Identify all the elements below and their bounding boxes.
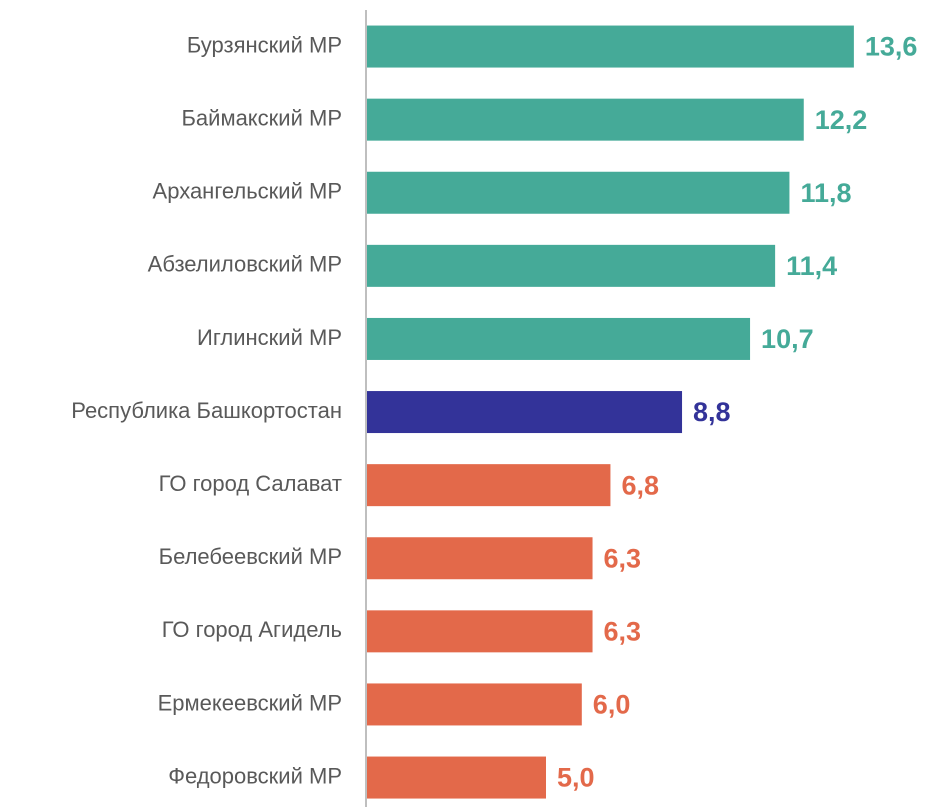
category-label: Архангельский МР [153, 179, 342, 204]
bar [367, 610, 593, 653]
bar [367, 683, 582, 726]
value-label: 10,7 [761, 324, 814, 354]
bar [367, 391, 683, 434]
value-label: 8,8 [693, 397, 731, 427]
value-label: 11,4 [786, 251, 837, 281]
value-label: 6,3 [604, 543, 642, 573]
bar [367, 537, 593, 580]
bar [367, 317, 751, 360]
bar [367, 98, 804, 141]
value-label: 6,0 [593, 690, 631, 720]
value-label: 13,6 [865, 32, 918, 62]
category-label: Республика Башкортостан [71, 398, 342, 423]
value-label: 6,3 [604, 616, 642, 646]
category-label: Баймакский МР [181, 105, 342, 130]
bar [367, 25, 854, 68]
value-label: 6,8 [621, 470, 659, 500]
value-label: 5,0 [557, 763, 595, 793]
category-label: Федоровский МР [168, 763, 342, 788]
category-label: Абзелиловский МР [148, 252, 342, 277]
category-label: Иглинский МР [197, 325, 342, 350]
category-label: Бурзянский МР [187, 32, 342, 57]
bar [367, 464, 611, 507]
bar [367, 244, 776, 287]
bar [367, 171, 790, 214]
value-label: 12,2 [815, 105, 868, 135]
category-label: ГО город Агидель [162, 617, 342, 642]
category-label: Белебеевский МР [159, 544, 342, 569]
bar [367, 756, 546, 799]
category-label: Ермекеевский МР [158, 690, 342, 715]
value-label: 11,8 [800, 178, 851, 208]
category-label: ГО город Салават [159, 471, 342, 496]
